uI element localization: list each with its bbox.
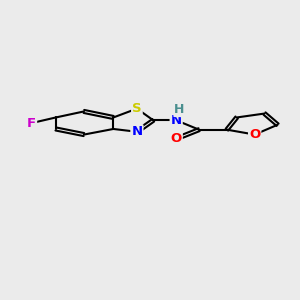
Text: N: N (171, 114, 182, 127)
Text: O: O (249, 128, 260, 141)
Text: H: H (174, 103, 185, 116)
Text: F: F (27, 117, 36, 130)
Text: O: O (170, 132, 182, 145)
Text: N: N (131, 125, 142, 138)
Text: S: S (132, 102, 142, 115)
